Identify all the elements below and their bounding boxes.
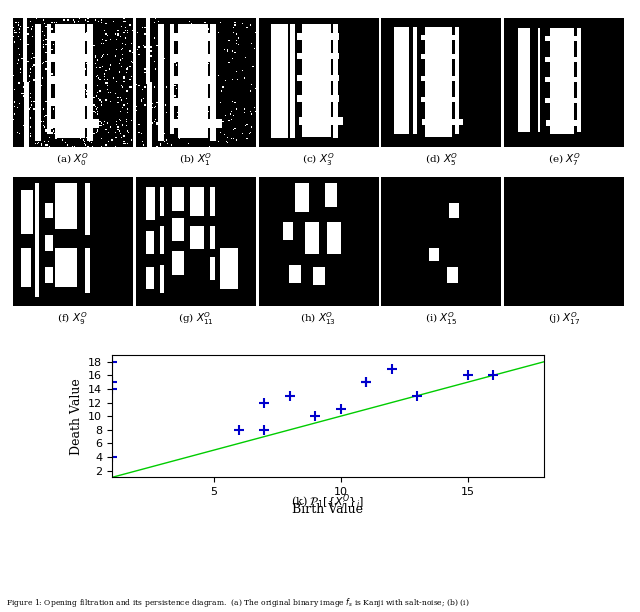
X-axis label: (d) $X_5^O$: (d) $X_5^O$ (424, 151, 458, 168)
Point (361, 377, 371, 387)
Point (335, 405, 346, 414)
X-axis label: (i) $X_{15}^O$: (i) $X_{15}^O$ (425, 310, 458, 327)
X-axis label: (e) $X_7^O$: (e) $X_7^O$ (548, 151, 580, 168)
Point (387, 364, 397, 373)
X-axis label: (b) $X_1^O$: (b) $X_1^O$ (179, 151, 212, 168)
Point (463, 370, 473, 380)
Point (234, 425, 244, 435)
Point (488, 370, 499, 380)
Point (107, 357, 117, 367)
Y-axis label: Death Value: Death Value (70, 378, 83, 455)
X-axis label: (a) $X_0^O$: (a) $X_0^O$ (56, 151, 89, 168)
X-axis label: (c) $X_3^O$: (c) $X_3^O$ (302, 151, 335, 168)
Text: (k) $\mathcal{P}_1[\{X_i^O\}_i]$: (k) $\mathcal{P}_1[\{X_i^O\}_i]$ (291, 493, 365, 512)
X-axis label: (h) $X_{13}^O$: (h) $X_{13}^O$ (300, 310, 337, 327)
Point (310, 411, 321, 421)
X-axis label: Birth Value: Birth Value (292, 502, 364, 516)
X-axis label: (g) $X_{11}^O$: (g) $X_{11}^O$ (178, 310, 213, 327)
Point (107, 452, 117, 462)
X-axis label: (j) $X_{17}^O$: (j) $X_{17}^O$ (548, 310, 580, 327)
Point (107, 384, 117, 394)
Point (412, 391, 422, 401)
Point (259, 398, 269, 408)
Point (285, 391, 295, 401)
Point (107, 377, 117, 387)
Point (259, 425, 269, 435)
X-axis label: (f) $X_9^O$: (f) $X_9^O$ (58, 310, 88, 327)
Point (361, 377, 371, 387)
Text: Figure 1: Opening filtration and its persistence diagram.  (a) The original bina: Figure 1: Opening filtration and its per… (6, 596, 470, 609)
